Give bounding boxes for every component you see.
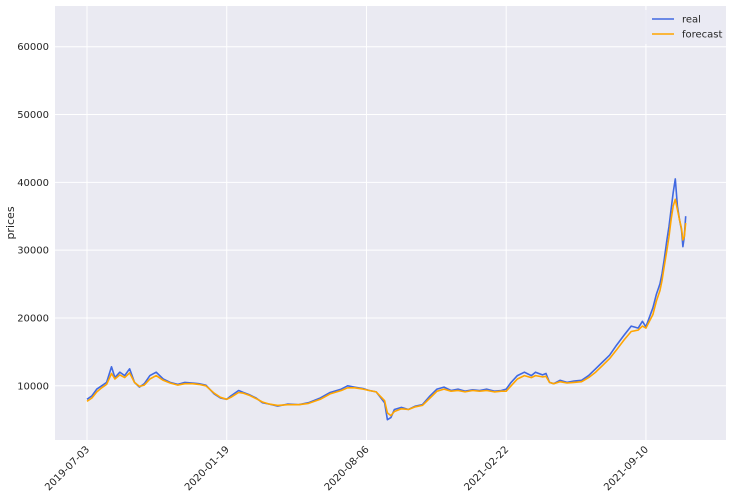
y-tick-labels: 10000 20000 30000 40000 50000 60000 bbox=[17, 42, 49, 392]
y-tick-label: 40000 bbox=[17, 178, 49, 189]
legend-label-forecast: forecast bbox=[682, 30, 723, 41]
x-tick-label: 2021-09-10 bbox=[602, 444, 651, 493]
x-tick-label: 2021-02-22 bbox=[462, 444, 511, 493]
legend-label-real: real bbox=[682, 15, 701, 26]
x-tick-label: 2019-07-03 bbox=[43, 444, 92, 493]
y-axis-label: prices bbox=[4, 206, 17, 239]
series-lines bbox=[86, 178, 687, 421]
y-tick-label: 60000 bbox=[17, 42, 49, 53]
y-tick-label: 20000 bbox=[17, 313, 49, 324]
y-tick-label: 30000 bbox=[17, 246, 49, 257]
x-tick-labels: 2019-07-03 2020-01-19 2020-08-06 2021-02-22… bbox=[43, 444, 651, 493]
plot-background bbox=[55, 6, 726, 440]
series-line-forecast bbox=[86, 198, 687, 417]
legend-box bbox=[644, 10, 722, 44]
legend: real forecast bbox=[644, 10, 723, 44]
grid-lines bbox=[55, 6, 726, 440]
x-tick-label: 2020-01-19 bbox=[183, 444, 232, 493]
y-tick-label: 10000 bbox=[17, 381, 49, 392]
y-tick-label: 50000 bbox=[17, 110, 49, 121]
x-tick-label: 2020-08-06 bbox=[323, 444, 372, 493]
